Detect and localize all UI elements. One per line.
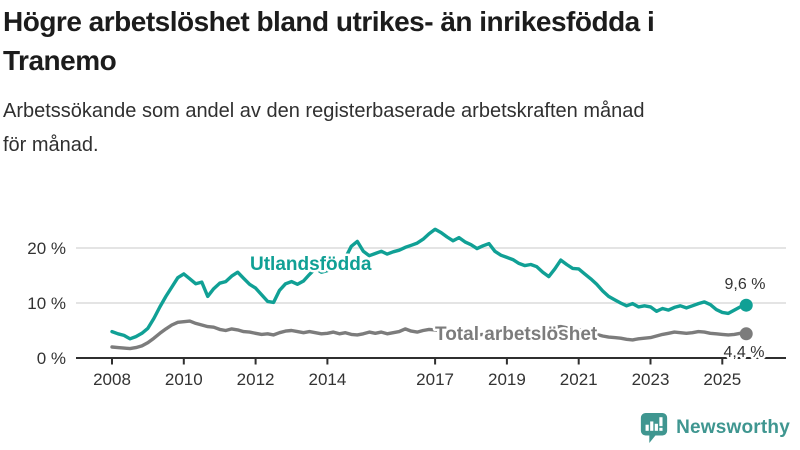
- x-tick-label: 2017: [416, 370, 454, 389]
- x-axis: [76, 357, 786, 365]
- end-value-label-utlandsfodda: 9,6 %: [725, 276, 766, 293]
- gridlines: [76, 247, 786, 304]
- y-tick-label: 20 %: [27, 239, 66, 258]
- x-tick-label: 2019: [488, 370, 526, 389]
- chart-canvas: 0 % 10 % 20 % 2008 2010 2012 2014 2017 2019 2021 2…: [27, 227, 786, 389]
- y-tick-label: 10 %: [27, 294, 66, 313]
- line-chart: 0 % 10 % 20 % 2008 2010 2012 2014 2017 2019 2021 2…: [0, 205, 800, 405]
- end-value-label-total: 4,4 %: [724, 344, 765, 361]
- chart-header: Högre arbetslöshet bland utrikes- än inr…: [3, 2, 797, 162]
- data-lines: [110, 227, 753, 351]
- x-tick-label: 2008: [93, 370, 131, 389]
- x-tick-label: 2014: [308, 370, 346, 389]
- line-total: [110, 319, 748, 351]
- x-tick-label: 2021: [560, 370, 598, 389]
- x-tick-label: 2012: [237, 370, 275, 389]
- y-tick-label: 0 %: [37, 349, 66, 368]
- bar-chart-speech-bubble-icon: [640, 413, 668, 443]
- axis-tick-labels: 0 % 10 % 20 % 2008 2010 2012 2014 2017 2019 2021 2…: [27, 239, 741, 389]
- end-dot-total: [739, 327, 753, 341]
- x-tick-label: 2010: [165, 370, 203, 389]
- series-label-total: Total arbetslöshet: [435, 324, 598, 345]
- x-tick-label: 2023: [632, 370, 670, 389]
- series-label-utlandsfodda: Utlandsfödda: [250, 254, 372, 275]
- x-tick-label: 2025: [703, 370, 741, 389]
- page-title: Högre arbetslöshet bland utrikes- än inr…: [3, 6, 655, 76]
- brand-name: Newsworthy: [676, 417, 790, 438]
- chart-subtitle: Arbetssökande som andel av den registerb…: [3, 100, 645, 156]
- line-utlandsfodda: [110, 227, 748, 341]
- end-dot-utlandsfodda: [739, 298, 753, 312]
- newsworthy-logo: Newsworthy: [639, 412, 790, 444]
